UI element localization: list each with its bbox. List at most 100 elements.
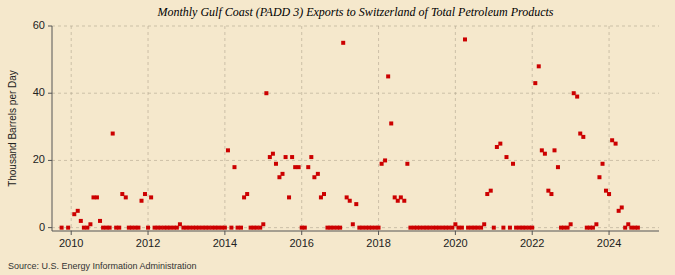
point — [553, 148, 557, 152]
x-tick-label: 2020 — [443, 237, 467, 249]
point — [607, 192, 611, 196]
point — [226, 148, 230, 152]
y-tick-label: 40 — [33, 86, 45, 98]
point — [370, 226, 374, 230]
point — [575, 95, 579, 99]
point — [348, 199, 352, 203]
point — [111, 132, 115, 136]
x-tick — [532, 231, 533, 235]
grid-line — [378, 26, 379, 231]
point — [303, 226, 307, 230]
point — [91, 195, 95, 199]
grid-line — [148, 26, 149, 231]
x-tick-label: 2024 — [597, 237, 621, 249]
point — [261, 222, 265, 226]
point — [79, 219, 83, 223]
point — [508, 226, 512, 230]
point — [101, 226, 105, 230]
point — [88, 222, 92, 226]
x-tick-label: 2022 — [520, 237, 544, 249]
y-tick — [48, 160, 52, 161]
point — [140, 199, 144, 203]
point — [207, 226, 211, 230]
point — [501, 226, 505, 230]
point — [274, 162, 278, 166]
point — [581, 135, 585, 139]
x-tick — [71, 231, 72, 235]
point — [562, 226, 566, 230]
point — [402, 199, 406, 203]
point — [351, 222, 355, 226]
title: Monthly Gulf Coast (PADD 3) Exports to S… — [156, 5, 553, 19]
point — [601, 162, 605, 166]
y-tick — [48, 93, 52, 94]
point — [287, 195, 291, 199]
point — [136, 226, 140, 230]
grid-line — [52, 26, 659, 27]
point — [271, 152, 275, 156]
point — [284, 155, 288, 159]
x-tick-label: 2018 — [366, 237, 390, 249]
point — [255, 226, 259, 230]
point — [437, 226, 441, 230]
chart: 020406020102012201420162018202020222024M… — [0, 0, 675, 275]
point — [597, 175, 601, 179]
point — [72, 212, 76, 216]
point — [229, 226, 233, 230]
point — [354, 202, 358, 206]
point — [537, 64, 541, 68]
y-tick — [48, 26, 52, 27]
grid-line — [301, 26, 302, 231]
point — [312, 175, 316, 179]
point — [245, 192, 249, 196]
point — [216, 226, 220, 230]
point — [297, 165, 301, 169]
point — [332, 226, 336, 230]
point — [380, 162, 384, 166]
point — [60, 226, 64, 230]
x-tick-label: 2010 — [59, 237, 83, 249]
x-tick — [609, 231, 610, 235]
point — [572, 91, 576, 95]
point — [492, 226, 496, 230]
point — [463, 37, 467, 41]
point — [82, 226, 86, 230]
point — [514, 226, 518, 230]
point — [447, 226, 451, 230]
grid-line — [609, 26, 610, 231]
point — [306, 165, 310, 169]
y-axis-label: Thousand Barrels per Day — [7, 70, 18, 187]
point — [511, 162, 515, 166]
point — [569, 222, 573, 226]
x-tick — [148, 231, 149, 235]
point — [338, 226, 342, 230]
point — [408, 226, 412, 230]
point — [223, 226, 227, 230]
point — [98, 219, 102, 223]
point — [495, 145, 499, 149]
x-tick — [378, 231, 379, 235]
point — [146, 226, 150, 230]
point — [316, 172, 320, 176]
point — [386, 74, 390, 78]
point — [309, 155, 313, 159]
point — [108, 226, 112, 230]
point — [456, 226, 460, 230]
point — [117, 226, 121, 230]
point — [239, 226, 243, 230]
point — [143, 192, 147, 196]
y-tick — [48, 227, 52, 228]
point — [76, 209, 80, 213]
x-tick — [301, 231, 302, 235]
background — [0, 0, 675, 275]
point — [636, 226, 640, 230]
point — [66, 226, 70, 230]
point — [290, 155, 294, 159]
point — [591, 226, 595, 230]
grid-line — [52, 93, 659, 94]
point — [610, 138, 614, 142]
grid — [52, 26, 659, 231]
y-tick-label: 0 — [39, 221, 45, 233]
point — [466, 226, 470, 230]
point — [594, 222, 598, 226]
